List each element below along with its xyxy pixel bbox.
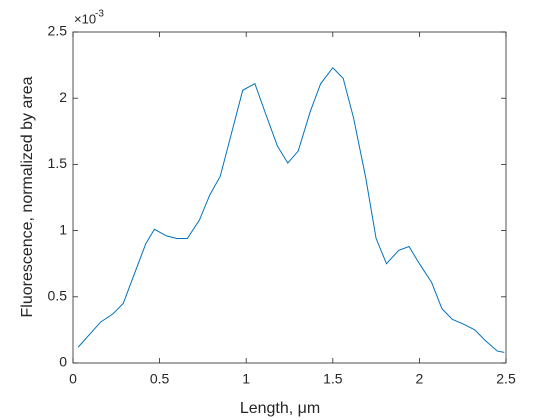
- y-tick-label: 2.5: [48, 23, 68, 39]
- y-tick-label: 1: [59, 221, 67, 237]
- x-tick-label: 0: [69, 371, 77, 387]
- x-axis-label: Length, μm: [240, 400, 320, 417]
- y-exponent: -3: [95, 9, 104, 20]
- y-tick-label: 1.5: [48, 155, 68, 171]
- x-tick-label: 1: [242, 371, 250, 387]
- y-tick-label: 0.5: [48, 288, 68, 304]
- x-tick-label: 1.5: [323, 371, 343, 387]
- y-exponent-base: ×10: [74, 11, 96, 26]
- y-tick-label: 2: [59, 89, 67, 105]
- plot-area: [72, 31, 507, 364]
- y-axis-label: Fluorescence, normalized by area: [19, 76, 36, 317]
- data-line: [77, 66, 505, 353]
- x-tick-label: 0.5: [150, 371, 170, 387]
- y-tick-label: 0: [59, 354, 67, 370]
- x-tick-label: 2.5: [496, 371, 516, 387]
- x-tick-label: 2: [416, 371, 424, 387]
